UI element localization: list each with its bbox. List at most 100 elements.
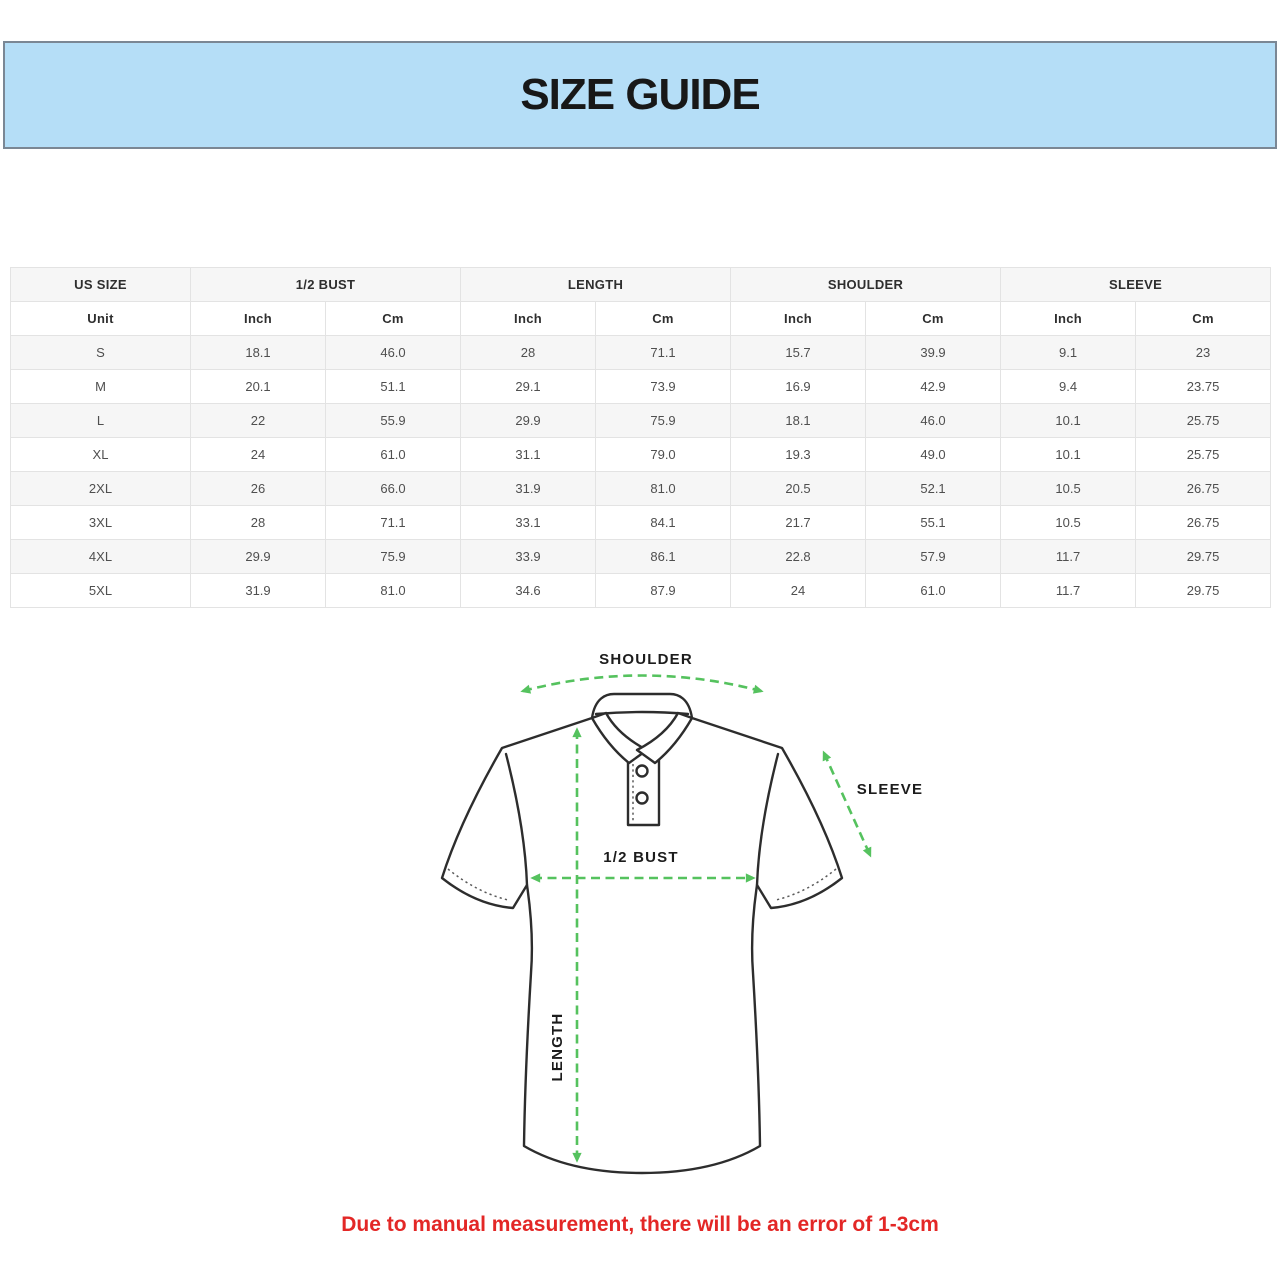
table-row: 3XL 28 71.1 33.1 84.1 21.7 55.1 10.5 26.… (10, 505, 1272, 540)
unit-header-cell: Cm (324, 301, 462, 336)
unit-header-cell: Inch (1000, 301, 1137, 336)
button (635, 764, 649, 778)
size-label-cell: XL (10, 437, 191, 472)
size-value-cell: 24 (190, 437, 326, 472)
size-value-cell: 20.1 (190, 369, 326, 404)
size-value-cell: 23.75 (1135, 369, 1272, 404)
size-value-cell: 46.0 (865, 403, 1002, 438)
unit-header-cell: Inch (460, 301, 597, 336)
size-value-cell: 28 (190, 505, 326, 540)
table-row: 2XL 26 66.0 31.9 81.0 20.5 52.1 10.5 26.… (10, 471, 1272, 506)
size-value-cell: 20.5 (730, 471, 867, 506)
table-row: L 22 55.9 29.9 75.9 18.1 46.0 10.1 25.75 (10, 403, 1272, 438)
left-armhole-seam (504, 752, 529, 887)
group-header-row: US SIZE 1/2 BUST LENGTH SHOULDER SLEEVE (10, 267, 1272, 302)
table-row: 5XL 31.9 81.0 34.6 87.9 24 61.0 11.7 29.… (10, 573, 1272, 608)
sleeve-arrow (822, 750, 872, 858)
size-value-cell: 81.0 (324, 573, 462, 608)
unit-header-cell: Cm (1135, 301, 1272, 336)
size-value-cell: 33.1 (460, 505, 597, 540)
unit-header-cell: Cm (595, 301, 732, 336)
right-armhole-seam (755, 752, 780, 887)
shoulder-label: SHOULDER (599, 651, 693, 668)
size-value-cell: 26 (190, 471, 326, 506)
size-value-cell: 55.9 (324, 403, 462, 438)
size-value-cell: 86.1 (595, 539, 732, 574)
column-group-header: SHOULDER (730, 267, 1002, 302)
size-value-cell: 71.1 (595, 335, 732, 370)
unit-header-cell: Unit (10, 301, 191, 336)
size-value-cell: 31.1 (460, 437, 597, 472)
size-value-cell: 26.75 (1135, 471, 1272, 506)
size-value-cell: 25.75 (1135, 403, 1272, 438)
right-cuff-stitch (775, 868, 837, 901)
unit-header-cell: Inch (190, 301, 326, 336)
size-value-cell: 10.5 (1000, 471, 1137, 506)
size-value-cell: 29.9 (460, 403, 597, 438)
size-value-cell: 21.7 (730, 505, 867, 540)
size-value-cell: 61.0 (865, 573, 1002, 608)
length-label: LENGTH (549, 1013, 566, 1082)
table-row: M 20.1 51.1 29.1 73.9 16.9 42.9 9.4 23.7… (10, 369, 1272, 404)
size-value-cell: 10.5 (1000, 505, 1137, 540)
size-value-cell: 39.9 (865, 335, 1002, 370)
size-value-cell: 25.75 (1135, 437, 1272, 472)
size-value-cell: 71.1 (324, 505, 462, 540)
size-value-cell: 19.3 (730, 437, 867, 472)
size-value-cell: 75.9 (324, 539, 462, 574)
size-value-cell: 29.75 (1135, 573, 1272, 608)
polo-shirt-diagram: SHOULDER SLEEVE 1/2 BUST LENGTH (440, 651, 923, 1175)
size-value-cell: 29.75 (1135, 539, 1272, 574)
size-value-cell: 49.0 (865, 437, 1002, 472)
size-label-cell: L (10, 403, 191, 438)
size-value-cell: 23 (1135, 335, 1272, 370)
table-row: XL 24 61.0 31.1 79.0 19.3 49.0 10.1 25.7… (10, 437, 1272, 472)
size-value-cell: 73.9 (595, 369, 732, 404)
size-value-cell: 57.9 (865, 539, 1002, 574)
unit-header-cell: Inch (730, 301, 867, 336)
size-value-cell: 46.0 (324, 335, 462, 370)
size-value-cell: 18.1 (190, 335, 326, 370)
size-value-cell: 9.1 (1000, 335, 1137, 370)
sleeve-label: SLEEVE (857, 781, 923, 798)
size-value-cell: 42.9 (865, 369, 1002, 404)
size-value-cell: 10.1 (1000, 437, 1137, 472)
size-value-cell: 29.1 (460, 369, 597, 404)
column-group-header: US SIZE (10, 267, 191, 302)
size-value-cell: 22.8 (730, 539, 867, 574)
measurement-disclaimer: Due to manual measurement, there will be… (341, 1213, 939, 1236)
size-value-cell: 34.6 (460, 573, 597, 608)
size-value-cell: 87.9 (595, 573, 732, 608)
unit-header-row: Unit Inch Cm Inch Cm Inch Cm Inch Cm (10, 301, 1272, 336)
size-value-cell: 31.9 (460, 471, 597, 506)
size-value-cell: 11.7 (1000, 539, 1137, 574)
size-value-cell: 16.9 (730, 369, 867, 404)
size-value-cell: 75.9 (595, 403, 732, 438)
size-value-cell: 15.7 (730, 335, 867, 370)
table-row: 4XL 29.9 75.9 33.9 86.1 22.8 57.9 11.7 2… (10, 539, 1272, 574)
size-value-cell: 79.0 (595, 437, 732, 472)
size-value-cell: 29.9 (190, 539, 326, 574)
size-value-cell: 31.9 (190, 573, 326, 608)
left-cuff-stitch (447, 868, 509, 901)
column-group-header: LENGTH (460, 267, 732, 302)
size-value-cell: 61.0 (324, 437, 462, 472)
size-value-cell: 11.7 (1000, 573, 1137, 608)
size-guide-banner: SIZE GUIDE (3, 41, 1277, 149)
button (635, 791, 649, 805)
size-value-cell: 33.9 (460, 539, 597, 574)
size-label-cell: 2XL (10, 471, 191, 506)
column-group-header: 1/2 BUST (189, 267, 462, 302)
collar (590, 692, 694, 765)
shoulder-arrow (520, 674, 764, 694)
shirt-outline (440, 716, 844, 1175)
size-value-cell: 81.0 (595, 471, 732, 506)
page-title: SIZE GUIDE (520, 70, 760, 119)
size-value-cell: 18.1 (730, 403, 867, 438)
size-value-cell: 52.1 (865, 471, 1002, 506)
size-label-cell: M (10, 369, 191, 404)
size-table: US SIZE 1/2 BUST LENGTH SHOULDER SLEEVE … (10, 267, 1272, 608)
half-bust-label: 1/2 BUST (603, 849, 678, 866)
size-value-cell: 51.1 (324, 369, 462, 404)
size-label-cell: S (10, 335, 191, 370)
